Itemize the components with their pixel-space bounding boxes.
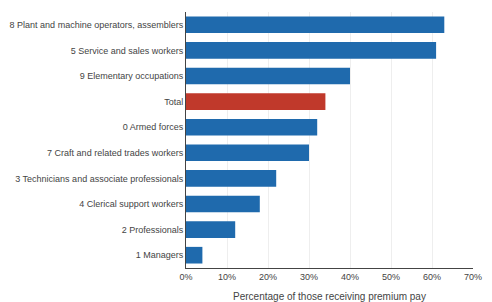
svg-text:3 Technicians and associate pr: 3 Technicians and associate professional… (15, 174, 183, 184)
svg-text:20%: 20% (259, 272, 277, 282)
svg-text:7 Craft and related trades wor: 7 Craft and related trades workers (47, 148, 184, 158)
svg-text:40%: 40% (341, 272, 359, 282)
svg-text:0 Armed forces: 0 Armed forces (123, 122, 184, 132)
svg-text:Total: Total (164, 97, 183, 107)
svg-text:5 Service and sales workers: 5 Service and sales workers (71, 46, 184, 56)
svg-text:Percentage of those receiving: Percentage of those receiving premium pa… (233, 291, 426, 302)
svg-text:30%: 30% (300, 272, 318, 282)
svg-text:8 Plant and machine operators,: 8 Plant and machine operators, assembler… (10, 20, 184, 30)
svg-text:70%: 70% (464, 272, 482, 282)
svg-text:50%: 50% (382, 272, 400, 282)
svg-text:9 Elementary occupations: 9 Elementary occupations (80, 71, 184, 81)
svg-text:1 Managers: 1 Managers (136, 250, 184, 260)
svg-text:4 Clerical support workers: 4 Clerical support workers (79, 199, 184, 209)
svg-text:2 Professionals: 2 Professionals (122, 225, 184, 235)
svg-text:10%: 10% (218, 272, 236, 282)
svg-text:60%: 60% (423, 272, 441, 282)
svg-text:0%: 0% (179, 272, 192, 282)
